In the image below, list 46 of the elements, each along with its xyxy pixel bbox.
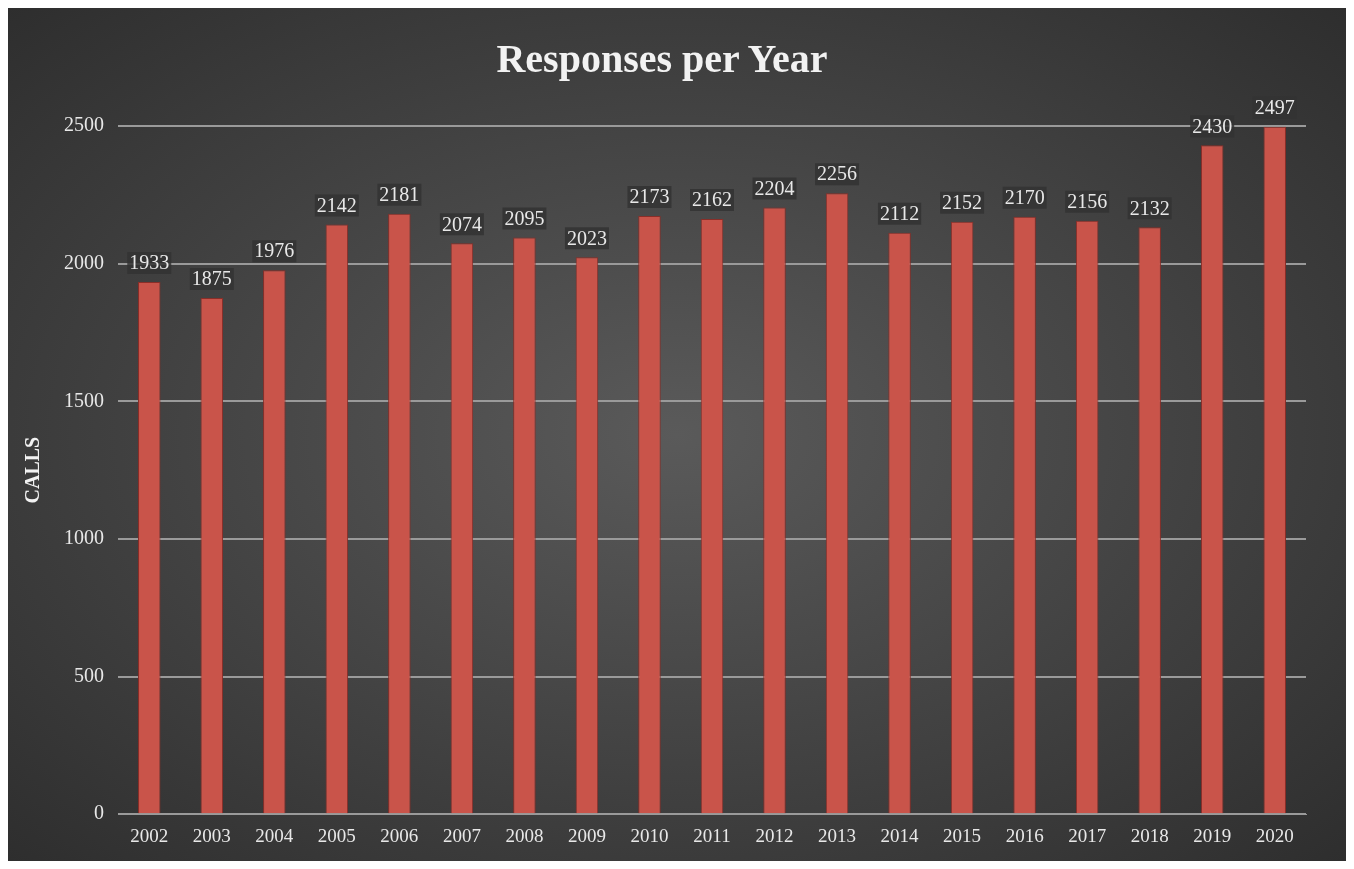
data-label: 2023 (566, 226, 607, 249)
data-label: 2170 (1004, 186, 1045, 209)
y-tick-label: 1500 (64, 388, 104, 411)
x-tick-label: 2011 (693, 824, 731, 846)
data-label: 2204 (754, 176, 795, 199)
data-label: 1875 (191, 267, 232, 290)
data-label: 1976 (254, 239, 295, 262)
data-label: 2173 (629, 185, 670, 208)
data-label: 2074 (441, 212, 482, 235)
x-tick-label: 2004 (255, 824, 294, 846)
x-tick-label: 2015 (943, 824, 982, 846)
x-tick-label: 2013 (818, 824, 857, 846)
y-tick-label: 2000 (64, 250, 104, 273)
data-label: 2142 (316, 193, 357, 216)
x-tick-label: 2008 (505, 824, 544, 846)
x-tick-label: 2018 (1130, 824, 1169, 846)
data-label: 2132 (1129, 196, 1170, 219)
y-tick-label: 1000 (64, 526, 104, 549)
data-label: 2162 (692, 188, 732, 211)
data-label: 2430 (1192, 114, 1233, 137)
y-axis-title: CALLS (21, 436, 44, 504)
x-tick-label: 2017 (1068, 824, 1107, 846)
data-label: 2112 (879, 202, 920, 225)
x-tick-label: 2002 (130, 824, 169, 846)
y-tick-label: 500 (74, 663, 104, 686)
data-label: 2181 (379, 183, 420, 206)
data-label: 1933 (129, 251, 170, 274)
x-tick-label: 2020 (1255, 824, 1294, 846)
data-label: 2095 (504, 206, 545, 229)
data-label: 2156 (1067, 189, 1108, 212)
chart-title: Responses per Year (496, 36, 828, 82)
x-tick-label: 2009 (567, 824, 606, 846)
x-tick-label: 2016 (1005, 824, 1044, 846)
x-tick-label: 2010 (630, 824, 669, 846)
data-label: 2256 (817, 162, 858, 185)
y-tick-label: 0 (94, 801, 104, 824)
x-tick-label: 2003 (192, 824, 231, 846)
x-tick-label: 2006 (380, 824, 419, 846)
x-tick-label: 2012 (755, 824, 794, 846)
x-tick-label: 2007 (442, 824, 481, 846)
y-tick-label: 2500 (64, 113, 104, 136)
data-label: 2497 (1254, 96, 1295, 119)
data-label: 2152 (942, 191, 983, 214)
x-tick-label: 2005 (317, 824, 356, 846)
x-tick-label: 2019 (1193, 824, 1232, 846)
x-tick-label: 2014 (880, 824, 920, 846)
